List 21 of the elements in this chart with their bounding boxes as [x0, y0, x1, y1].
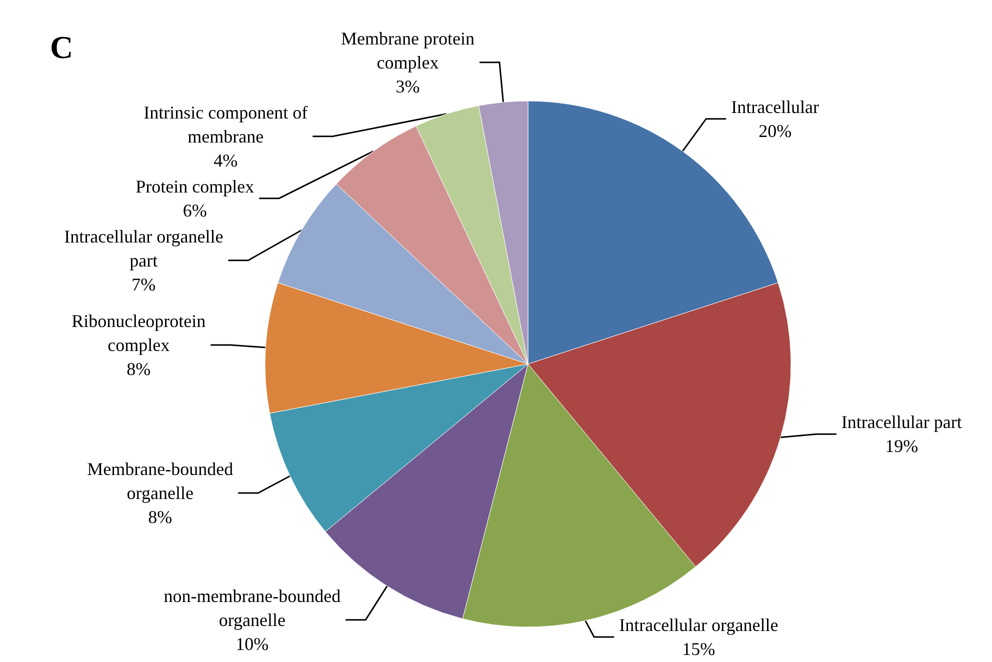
slice-label: Intracellular part: [841, 412, 962, 432]
slice-label: non-membrane-bounded organelle: [164, 586, 341, 630]
slice-label: Protein complex: [136, 176, 254, 196]
data-label: 20%: [758, 120, 792, 141]
slice-label: Ribonucleoprotein complex: [72, 310, 206, 355]
data-label: 8%: [126, 358, 151, 379]
slice-label: Membrane protein complex: [341, 28, 474, 72]
data-label: 7%: [132, 274, 156, 294]
slice-label: Intracellular organelle part: [64, 226, 224, 270]
slice-label: Intrinsic component of membrane: [144, 102, 308, 146]
slice-label: Intracellular: [731, 96, 820, 117]
data-label: 6%: [182, 200, 207, 220]
slice-label: Membrane-bounded organelle: [87, 459, 234, 504]
data-label: 4%: [214, 150, 238, 170]
chart-title: C: [50, 29, 74, 65]
data-label: 19%: [885, 436, 918, 456]
data-label: 10%: [236, 634, 269, 654]
data-label: 15%: [682, 639, 716, 659]
data-label: 8%: [148, 507, 172, 528]
data-label: 3%: [396, 76, 420, 96]
slice-label: Intracellular organelle: [619, 615, 778, 635]
